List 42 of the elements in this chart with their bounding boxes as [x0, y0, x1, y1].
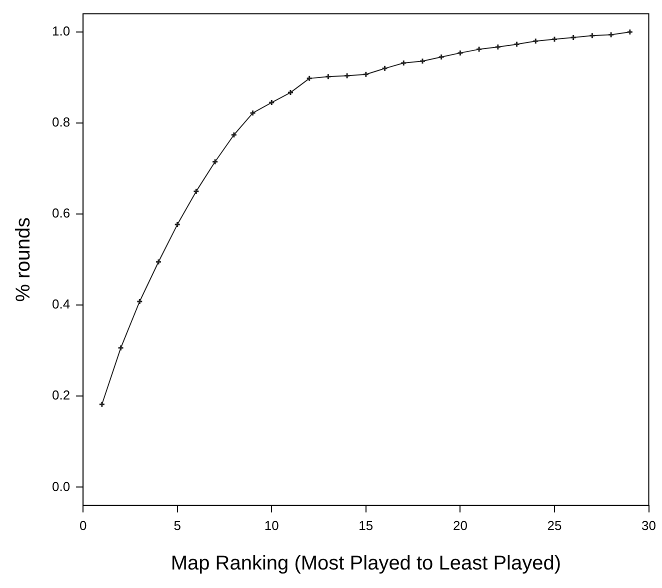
point	[382, 65, 388, 72]
point	[212, 158, 218, 165]
point	[287, 89, 294, 96]
x-tick-label: 15	[358, 518, 374, 533]
point	[419, 58, 426, 64]
y-tick-label: 0.0	[52, 478, 70, 494]
x-tick-label: 20	[452, 518, 468, 533]
point	[532, 38, 539, 44]
point	[551, 36, 558, 43]
point	[268, 99, 275, 106]
point	[136, 298, 143, 305]
point	[155, 258, 162, 266]
point	[476, 46, 482, 53]
point	[250, 110, 256, 116]
point	[514, 41, 520, 48]
y-tick-label: 0.6	[52, 206, 70, 221]
point	[324, 73, 332, 80]
y-axis-title: % rounds	[12, 217, 35, 302]
point	[174, 221, 181, 228]
x-tick-label: 0	[79, 518, 87, 533]
x-tick-label: 10	[264, 518, 279, 533]
point	[306, 75, 313, 82]
point	[570, 34, 577, 41]
point	[456, 50, 464, 56]
point	[118, 344, 124, 352]
y-tick-label: 0.4	[52, 296, 70, 312]
point	[608, 31, 614, 38]
point	[438, 54, 445, 60]
point	[494, 44, 502, 50]
y-tick-label: 0.2	[52, 388, 70, 403]
point	[362, 71, 370, 78]
y-tick-label: 0.8	[52, 114, 70, 130]
point	[192, 188, 200, 195]
x-tick-label: 30	[642, 518, 656, 533]
x-tick-label: 25	[547, 518, 562, 533]
point	[588, 32, 596, 39]
x-axis-title: Map Ranking (Most Played to Least Played)	[170, 552, 562, 575]
y-tick-label: 1.0	[52, 24, 70, 39]
x-tick-label: 5	[174, 518, 181, 533]
point	[344, 72, 350, 79]
point	[230, 132, 238, 138]
point	[400, 60, 407, 66]
